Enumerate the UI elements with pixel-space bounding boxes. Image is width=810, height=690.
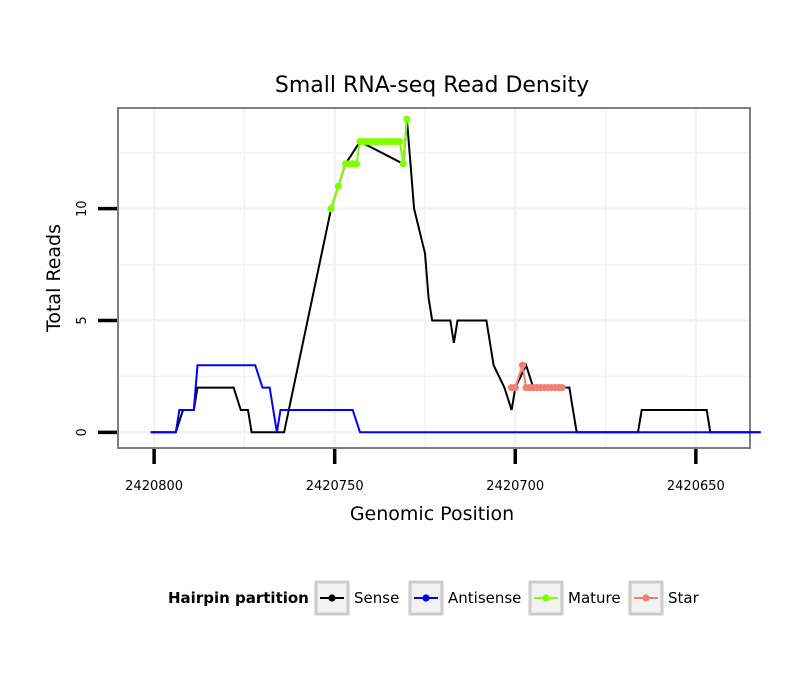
y-tick-label: 0 [75, 428, 90, 436]
legend-label-antisense: Antisense [448, 589, 521, 607]
point-mature [334, 182, 342, 190]
legend-point-mature [542, 594, 550, 602]
legend-point-antisense [422, 594, 430, 602]
axis-ticks: 2420800 2420750 2420700 2420650 0 5 10 [75, 200, 725, 494]
legend-point-star [642, 594, 650, 602]
point-mature [403, 115, 411, 123]
legend-label-sense: Sense [354, 589, 399, 607]
legend: Hairpin partition Sense Antisense Mature St… [168, 580, 700, 616]
plot-panel [117, 107, 751, 449]
y-tick-label: 10 [75, 200, 90, 217]
y-axis-title: Total Reads [43, 224, 65, 333]
point-star [511, 384, 519, 392]
y-tick-label: 5 [75, 316, 90, 324]
legend-title: Hairpin partition [168, 589, 309, 607]
point-star [518, 361, 527, 369]
point-mature [399, 160, 407, 168]
x-tick-label: 2420800 [125, 479, 183, 494]
point-mature [352, 160, 360, 168]
point-mature [396, 138, 404, 146]
chart-title: Small RNA-seq Read Density [275, 73, 589, 98]
x-axis-title: Genomic Position [350, 503, 514, 525]
legend-label-star: Star [668, 589, 700, 607]
legend-point-sense [328, 594, 336, 602]
legend-label-mature: Mature [568, 589, 621, 607]
x-tick-label: 2420750 [306, 479, 364, 494]
series-group [150, 115, 761, 434]
point-star [558, 384, 566, 392]
point-mature [327, 205, 335, 213]
series-line-sense [150, 119, 761, 434]
x-tick-label: 2420700 [486, 479, 544, 494]
x-tick-label: 2420650 [667, 479, 725, 494]
series-line-antisense [150, 364, 761, 434]
